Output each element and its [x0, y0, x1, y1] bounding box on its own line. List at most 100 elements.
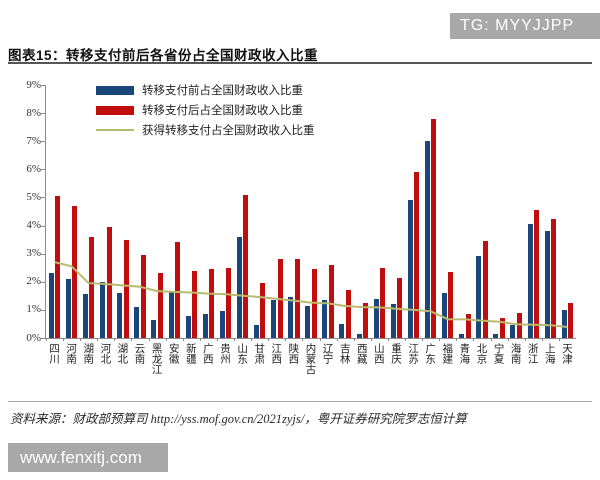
bar-after-广西 — [209, 269, 215, 338]
x-axis-label-湖南: 湖南 — [82, 343, 94, 364]
bar-after-云南 — [140, 255, 146, 338]
tg-tag-badge: TG: MYYJJPP — [450, 13, 600, 39]
bar-before-河南 — [65, 278, 71, 338]
bar-after-陕西 — [294, 259, 300, 338]
bar-before-广东 — [424, 141, 430, 338]
bar-after-山东 — [243, 194, 249, 338]
x-axis-label-福建: 福建 — [441, 343, 453, 364]
x-axis-label-天津: 天津 — [560, 343, 572, 364]
bar-before-贵州 — [219, 311, 225, 338]
bar-after-浙江 — [533, 210, 539, 338]
bar-before-山东 — [236, 236, 242, 338]
x-tick-mark — [182, 338, 184, 341]
x-axis-label-重庆: 重庆 — [389, 343, 401, 364]
chart-title: 图表15：转移支付前后各省份占全国财政收入比重 — [8, 48, 319, 63]
bar-after-湖南 — [89, 236, 95, 338]
bar-before-新疆 — [185, 315, 191, 338]
bar-before-青海 — [459, 333, 465, 338]
x-tick-mark — [46, 338, 47, 341]
y-tick-mark — [41, 197, 45, 199]
bar-before-安徽 — [168, 291, 174, 338]
x-axis-label-吉林: 吉林 — [338, 343, 350, 364]
legend-swatch-transfer-line-icon — [96, 129, 134, 131]
bar-before-辽宁 — [322, 300, 328, 338]
bar-after-湖北 — [123, 239, 129, 338]
x-tick-mark — [97, 338, 99, 341]
bar-before-广西 — [202, 314, 208, 338]
x-axis-label-上海: 上海 — [543, 343, 555, 364]
x-axis-label-新疆: 新疆 — [184, 343, 196, 364]
transfer-line-plot — [54, 261, 568, 328]
x-tick-mark — [422, 338, 424, 341]
x-tick-mark — [456, 338, 458, 341]
bar-before-河北 — [100, 281, 106, 338]
x-tick-mark — [353, 338, 355, 341]
bar-after-辽宁 — [328, 264, 334, 338]
x-tick-mark — [302, 338, 304, 341]
bar-after-上海 — [551, 218, 557, 338]
title-divider — [8, 62, 592, 64]
legend-label-transfer: 获得转移支付占全国财政收入比重 — [142, 125, 315, 137]
legend-label-after: 转移支付后占全国财政收入比重 — [142, 105, 303, 117]
x-axis-label-江西: 江西 — [270, 343, 282, 364]
bar-before-海南 — [510, 325, 516, 338]
bar-after-天津 — [568, 302, 574, 338]
bar-before-西藏 — [356, 333, 362, 338]
y-tick-mark — [41, 113, 45, 115]
x-axis-label-四川: 四川 — [48, 343, 60, 364]
x-tick-mark — [165, 338, 167, 341]
plot-area: 9% 8% 7% 6% 5% 4% 3% 2% 1% 0% 转移支付前占全国财政收入比重 转移支付… — [26, 79, 576, 344]
bar-before-湖南 — [83, 294, 89, 338]
y-tick-mark — [41, 225, 45, 227]
bar-before-山西 — [373, 298, 379, 338]
bar-before-陕西 — [288, 297, 294, 338]
y-tick-label: 9% — [26, 78, 41, 91]
y-tick-label: 7% — [26, 134, 41, 147]
bar-after-四川 — [55, 196, 61, 338]
bar-before-上海 — [544, 231, 550, 338]
x-tick-mark — [251, 338, 253, 341]
bar-before-北京 — [476, 256, 482, 338]
x-axis-label-广西: 广西 — [201, 343, 213, 364]
bar-after-河北 — [106, 226, 112, 338]
x-axis-label-贵州: 贵州 — [219, 343, 230, 364]
bar-before-江西 — [271, 300, 277, 338]
bar-after-江苏 — [414, 172, 420, 338]
x-axis-label-山西: 山西 — [372, 343, 384, 364]
y-tick-label: 5% — [26, 190, 41, 203]
legend-item-before: 转移支付前占全国财政收入比重 — [96, 83, 315, 97]
site-watermark: www.fenxitj.com — [8, 443, 168, 472]
x-tick-mark — [370, 338, 372, 341]
x-axis-labels: 四川 河南 湖南 河北 湖北 云南 黑龙江 安徽 新疆 广西 贵州 山东 甘肃 江西 陕西 内蒙古 辽宁 吉林 西藏… — [45, 343, 575, 401]
x-tick-mark — [63, 338, 65, 341]
x-axis-label-云南: 云南 — [133, 343, 145, 364]
bar-before-江苏 — [407, 200, 413, 338]
bar-after-宁夏 — [499, 318, 505, 338]
x-tick-mark — [541, 338, 543, 341]
bar-before-云南 — [134, 307, 140, 338]
x-tick-mark — [387, 338, 389, 341]
y-tick-label: 2% — [26, 275, 41, 288]
bar-after-北京 — [482, 241, 488, 338]
bar-after-甘肃 — [260, 283, 266, 338]
y-tick-mark — [41, 141, 45, 143]
bar-after-黑龙江 — [157, 273, 163, 338]
x-axis-label-黑龙江: 黑龙江 — [150, 343, 162, 375]
bar-before-黑龙江 — [151, 319, 157, 338]
bar-after-安徽 — [174, 242, 180, 338]
y-tick-mark — [41, 169, 45, 171]
bar-before-吉林 — [339, 323, 345, 338]
y-tick-label: 1% — [26, 303, 41, 316]
x-axis-label-青海: 青海 — [458, 343, 470, 364]
legend-label-before: 转移支付前占全国财政收入比重 — [142, 85, 303, 97]
y-tick-label: 8% — [26, 106, 41, 119]
y-tick-mark — [41, 253, 45, 255]
bar-after-广东 — [431, 118, 437, 338]
bar-after-重庆 — [397, 277, 403, 338]
bar-before-甘肃 — [254, 325, 259, 338]
x-tick-mark — [439, 338, 441, 341]
legend-swatch-before-icon — [96, 85, 134, 95]
x-axis-label-安徽: 安徽 — [167, 343, 179, 364]
y-tick-mark — [41, 338, 45, 339]
